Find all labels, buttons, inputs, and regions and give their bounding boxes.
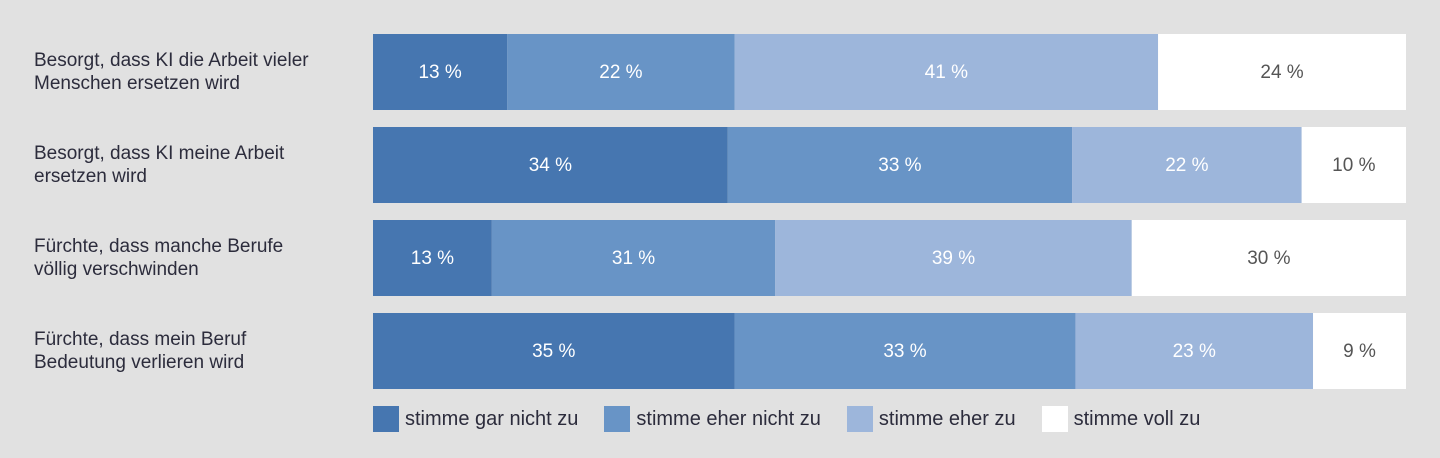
legend-item: stimme eher zu — [846, 406, 1016, 432]
bar-segment — [775, 220, 1132, 296]
value-label: 31 % — [612, 248, 655, 269]
bar-segment — [1158, 34, 1406, 110]
bar-segment — [507, 34, 735, 110]
value-label: 13 % — [418, 62, 461, 83]
bar-segment — [1301, 127, 1406, 203]
legend-item: stimme eher nicht zu — [604, 406, 821, 432]
category-label: Fürchte, dass mein Beruf Bedeutung verli… — [34, 329, 247, 373]
legend-label: stimme eher zu — [878, 407, 1016, 430]
bar-segment — [373, 313, 735, 389]
legend-swatch — [373, 406, 399, 432]
legend-swatch — [604, 406, 631, 432]
value-label: 22 % — [1165, 155, 1208, 176]
bar-segment — [727, 127, 1073, 203]
value-label: 33 % — [878, 155, 921, 176]
legend: stimme gar nicht zu stimme eher nicht zu s… — [373, 406, 1200, 432]
legend-label: stimme voll zu — [1073, 407, 1201, 430]
legend-item: stimme voll zu — [1041, 406, 1201, 432]
category-label: Fürchte, dass manche Berufe völlig versc… — [34, 236, 284, 280]
bar-segment — [1313, 313, 1406, 389]
category-label: Besorgt, dass KI meine Arbeit ersetzen w… — [34, 143, 285, 187]
bar-segment — [1131, 220, 1406, 296]
value-label: 33 % — [883, 341, 926, 362]
value-label: 13 % — [411, 248, 454, 269]
value-label: 9 % — [1343, 341, 1376, 362]
bar-segment — [491, 220, 776, 296]
value-label: 39 % — [932, 248, 975, 269]
legend-item: stimme gar nicht zu — [373, 406, 578, 432]
legend-swatch — [1041, 406, 1068, 432]
value-label: 41 % — [925, 62, 968, 83]
value-label: 35 % — [532, 341, 575, 362]
value-label: 10 % — [1332, 155, 1375, 176]
bar-segment — [1072, 127, 1302, 203]
value-label: 22 % — [599, 62, 642, 83]
legend-swatch — [846, 406, 873, 432]
bar-segment — [734, 34, 1159, 110]
category-label: Besorgt, dass KI die Arbeit vieler Mensc… — [34, 50, 309, 94]
value-label: 24 % — [1260, 62, 1303, 83]
legend-label: stimme gar nicht zu — [405, 407, 579, 430]
bar-segment — [734, 313, 1076, 389]
value-label: 23 % — [1173, 341, 1216, 362]
value-label: 34 % — [529, 155, 572, 176]
chart: 13 % 22 % 41 % 24 % 34 % 33 % 22 % 10 % 13 % 31 %… — [373, 34, 1406, 389]
bar-segment — [373, 220, 492, 296]
legend-label: stimme eher nicht zu — [636, 407, 821, 430]
bar-segment — [373, 34, 508, 110]
bar-segment — [1075, 313, 1314, 389]
bar-segment — [373, 127, 728, 203]
value-label: 30 % — [1247, 248, 1290, 269]
